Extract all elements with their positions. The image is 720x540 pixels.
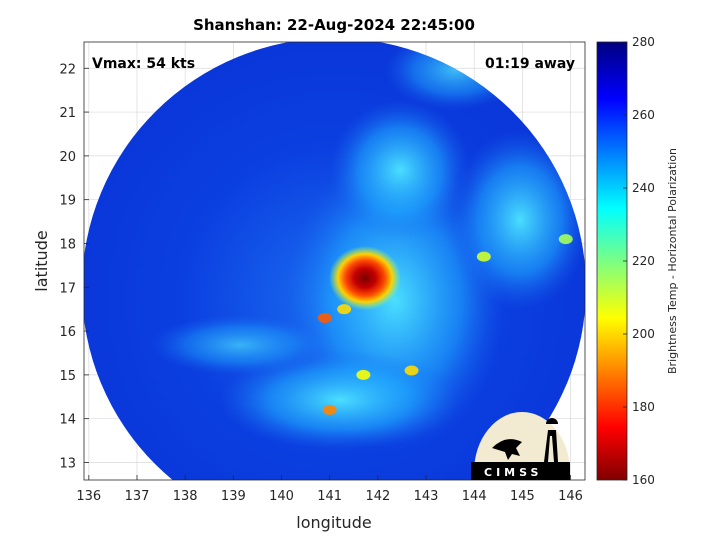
- convective-spot: [337, 304, 352, 315]
- logo-dish: [492, 439, 522, 460]
- x-axis: 136 137 138 139 140 141 142 143 144 145 146: [76, 475, 583, 504]
- x-tick-label: 140: [269, 489, 294, 504]
- x-tick-label: 142: [365, 489, 390, 504]
- y-tick-label: 14: [59, 413, 76, 428]
- convective-spot: [476, 251, 491, 262]
- cloud-band-west: [150, 315, 330, 375]
- colorbar-label: Brightness Temp - Horizontal Polarizatio…: [666, 148, 679, 374]
- colorbar: [596, 41, 628, 481]
- y-tick-label: 13: [59, 456, 76, 471]
- x-tick-label: 139: [221, 489, 246, 504]
- colorbar-tick-label: 280: [632, 35, 655, 49]
- convective-spot: [317, 312, 332, 323]
- convective-spot: [322, 404, 337, 415]
- convective-features: [317, 234, 573, 415]
- logo-text: CIMSS: [484, 466, 542, 479]
- y-axis-label: latitude: [32, 230, 51, 291]
- y-tick-label: 20: [59, 150, 76, 165]
- x-tick-label: 137: [125, 489, 150, 504]
- plot-frame: [83, 41, 586, 481]
- colorbar-tick-label: 220: [632, 254, 655, 268]
- x-tick-label: 143: [414, 489, 439, 504]
- logo-tower: [544, 418, 558, 462]
- x-tick-label: 144: [462, 489, 487, 504]
- y-tick-label: 18: [59, 237, 76, 252]
- x-tick-label: 146: [558, 489, 583, 504]
- chart-title: Shanshan: 22-Aug-2024 22:45:00: [193, 16, 475, 34]
- swath-image: [84, 42, 585, 480]
- y-tick-label: 15: [59, 369, 76, 384]
- cloud-band-north: [330, 100, 470, 240]
- cloud-band-east: [450, 130, 585, 310]
- convective-spot: [558, 234, 573, 245]
- convective-spot: [356, 369, 371, 380]
- logo-base: [471, 462, 570, 480]
- x-tick-label: 141: [317, 489, 342, 504]
- y-tick-label: 22: [59, 62, 76, 77]
- vmax-annotation: Vmax: 54 kts: [92, 56, 195, 72]
- colorbar-ticks: 160 180 200 220 240 260 280: [623, 35, 655, 487]
- colorbar-tick-label: 200: [632, 327, 655, 341]
- x-axis-label: longitude: [296, 513, 371, 532]
- cloud-band-south: [220, 350, 460, 450]
- y-axis: 13 14 15 16 17 18 19 20 21 22: [59, 62, 89, 471]
- y-tick-label: 21: [59, 106, 76, 121]
- y-tick-label: 16: [59, 325, 76, 340]
- cimss-logo: CIMSS: [471, 412, 570, 480]
- colorbar-tick-label: 260: [632, 108, 655, 122]
- y-tick-label: 17: [59, 281, 76, 296]
- x-tick-label: 138: [173, 489, 198, 504]
- x-tick-label: 136: [76, 489, 101, 504]
- time-offset-annotation: 01:19 away: [485, 56, 575, 72]
- colorbar-tick-label: 180: [632, 400, 655, 414]
- eyewall-core: [329, 246, 401, 310]
- colorbar-tick-label: 240: [632, 181, 655, 195]
- y-tick-label: 19: [59, 194, 76, 209]
- colorbar-tick-label: 160: [632, 473, 655, 487]
- x-tick-label: 145: [510, 489, 535, 504]
- convective-spot: [404, 365, 419, 376]
